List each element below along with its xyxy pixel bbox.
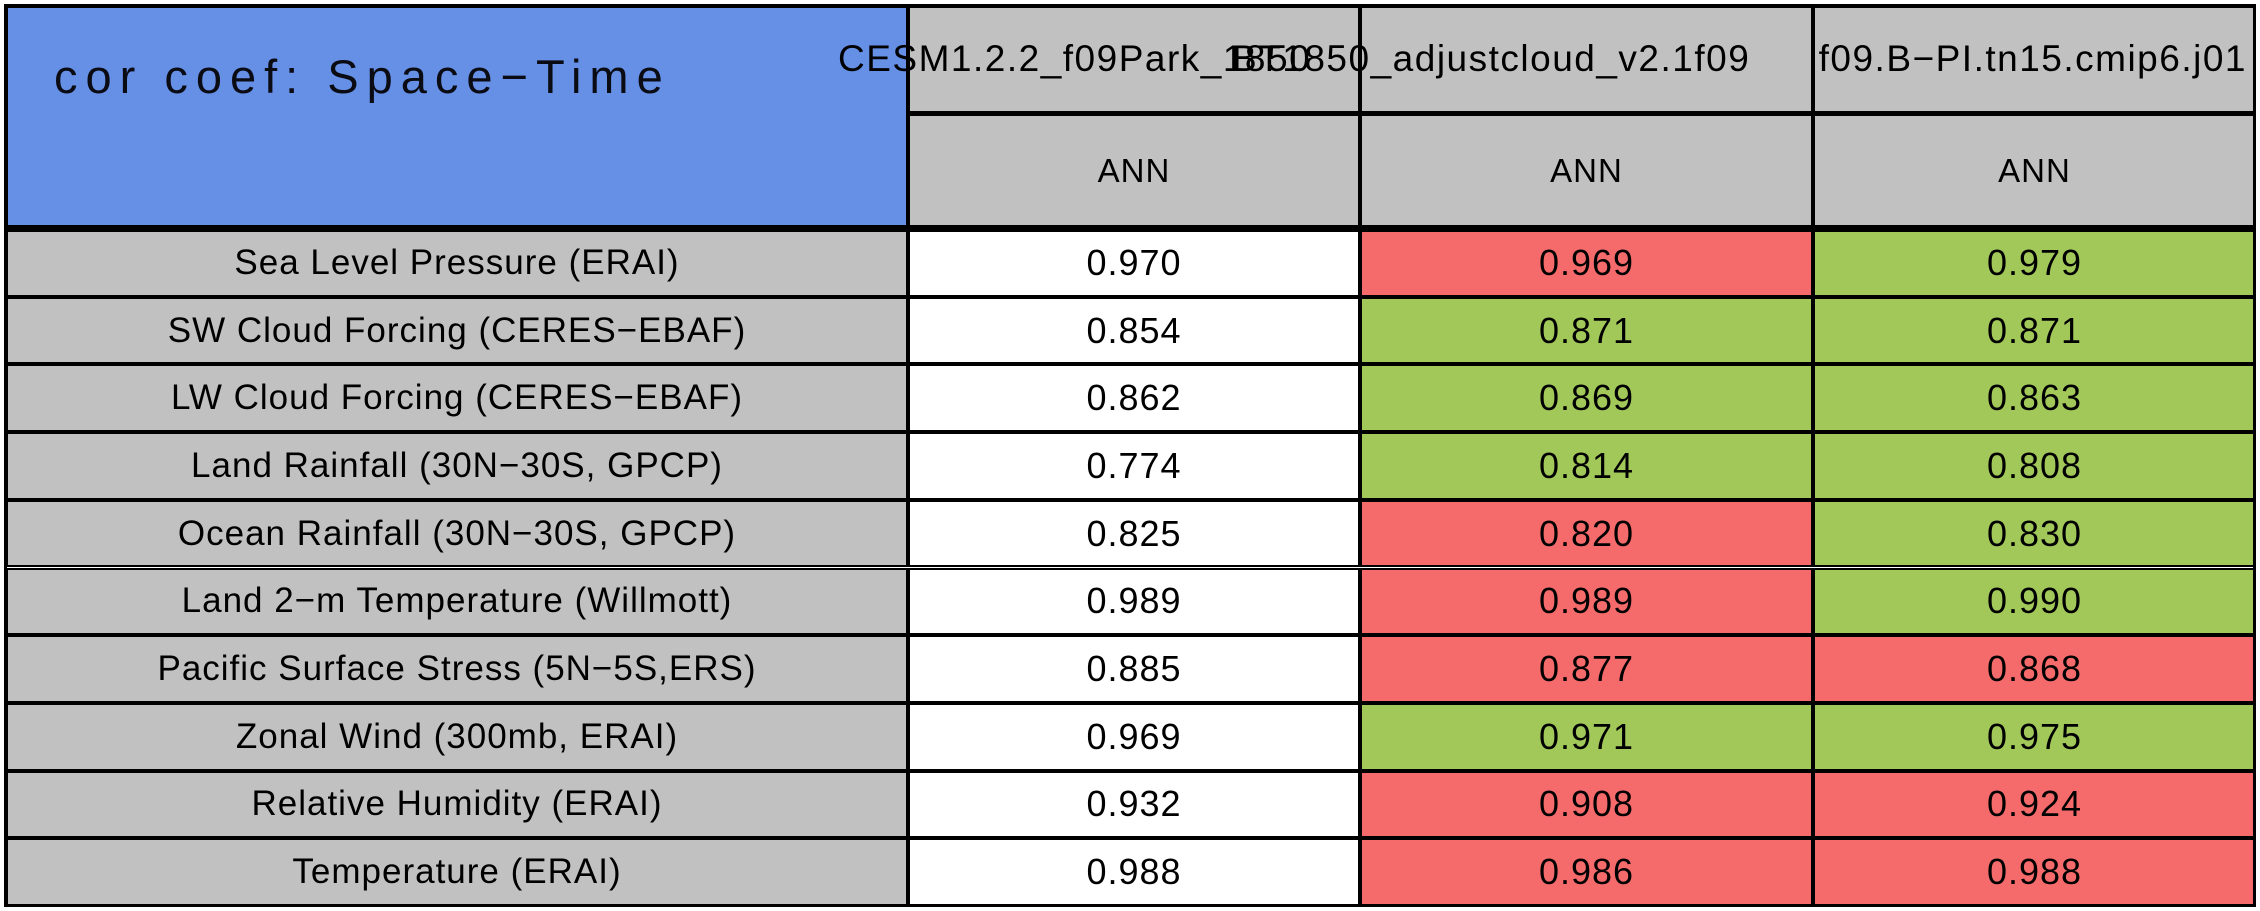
value-cell-text: 0.971	[1538, 715, 1635, 757]
value-cell: 0.979	[1813, 229, 2256, 297]
value-cell-text: 0.969	[1538, 241, 1635, 283]
value-cell: 0.885	[908, 635, 1360, 703]
value-cell-text: 0.877	[1538, 648, 1635, 690]
value-cell-text: 0.990	[1986, 580, 2083, 622]
value-cell: 0.932	[908, 770, 1360, 839]
row-label-cell: SW Cloud Forcing (CERES−EBAF)	[6, 296, 908, 365]
value-cell: 0.975	[1813, 702, 2256, 771]
season-cell-2: ANN	[1360, 113, 1813, 229]
value-cell-text: 0.814	[1538, 444, 1635, 486]
value-cell-text: 0.830	[1986, 512, 2083, 554]
value-cell: 0.970	[908, 229, 1360, 297]
row-label-cell: Temperature (ERAI)	[6, 838, 908, 906]
value-cell-text: 0.969	[1086, 715, 1182, 757]
season-cell-2-text: ANN	[1550, 152, 1623, 189]
case-header-cell-1	[908, 6, 1360, 113]
value-cell-text: 0.924	[1986, 783, 2083, 825]
row-label-cell-text: LW Cloud Forcing (CERES−EBAF)	[171, 378, 743, 418]
value-cell-text: 0.986	[1538, 851, 1635, 893]
value-cell: 0.869	[1360, 364, 1813, 433]
row-label-cell: Ocean Rainfall (30N−30S, GPCP)	[6, 499, 908, 568]
row-label-cell-text: Zonal Wind (300mb, ERAI)	[235, 716, 679, 756]
header-divider-bar	[908, 111, 2256, 116]
value-cell: 0.969	[908, 702, 1360, 771]
row-label-cell-text: Pacific Surface Stress (5N−5S,ERS)	[157, 649, 757, 689]
page-title: cor coef: Space−Time	[54, 50, 671, 103]
row-label-cell: Sea Level Pressure (ERAI)	[6, 229, 908, 297]
value-cell: 0.863	[1813, 364, 2256, 433]
value-cell: 0.808	[1813, 432, 2256, 500]
value-cell: 0.820	[1360, 499, 1813, 568]
value-cell: 0.971	[1360, 702, 1813, 771]
title-cell: cor coef: Space−Time	[6, 6, 908, 229]
value-cell: 0.988	[1813, 838, 2256, 906]
season-cell-1-text: ANN	[1097, 152, 1171, 189]
row-label-cell: Land 2−m Temperature (Willmott)	[6, 567, 908, 636]
value-cell-text: 0.808	[1986, 444, 2083, 486]
season-cell-1: ANN	[908, 113, 1360, 229]
value-cell-text: 0.932	[1086, 783, 1182, 825]
value-cell-text: 0.908	[1538, 783, 1635, 825]
value-cell-text: 0.871	[1538, 309, 1635, 351]
value-cell: 0.989	[1360, 567, 1813, 636]
row-label-cell-text: Relative Humidity (ERAI)	[251, 784, 663, 824]
value-cell-text: 0.820	[1538, 512, 1635, 554]
row-label-cell: Relative Humidity (ERAI)	[6, 770, 908, 839]
season-cell-3: ANN	[1813, 113, 2256, 229]
row-label-cell-text: Ocean Rainfall (30N−30S, GPCP)	[177, 513, 737, 553]
row-label-cell: Pacific Surface Stress (5N−5S,ERS)	[6, 635, 908, 703]
value-cell-text: 0.975	[1986, 715, 2083, 757]
value-cell: 0.986	[1360, 838, 1813, 906]
row-label-cell: Land Rainfall (30N−30S, GPCP)	[6, 432, 908, 500]
row-label-cell: Zonal Wind (300mb, ERAI)	[6, 702, 908, 771]
value-cell: 0.877	[1360, 635, 1813, 703]
case-header-cell-3	[1813, 6, 2256, 113]
value-cell-text: 0.854	[1086, 309, 1182, 351]
case-name-1: CESM1.2.2_f09Park_1850	[838, 38, 1312, 79]
value-cell-text: 0.774	[1086, 444, 1182, 486]
value-cell-text: 0.988	[1986, 851, 2083, 893]
value-cell: 0.990	[1813, 567, 2256, 636]
value-cell-text: 0.979	[1986, 241, 2083, 283]
case-name-2: BT1850_adjustcloud_v2.1f09	[1232, 38, 1751, 79]
row-label-cell-text: Land 2−m Temperature (Willmott)	[181, 581, 733, 621]
value-cell: 0.825	[908, 499, 1360, 568]
value-cell: 0.871	[1360, 296, 1813, 365]
value-cell-text: 0.868	[1986, 648, 2083, 690]
value-cell-text: 0.825	[1086, 512, 1182, 554]
row-label-cell: LW Cloud Forcing (CERES−EBAF)	[6, 364, 908, 433]
value-cell: 0.854	[908, 296, 1360, 365]
value-cell: 0.988	[908, 838, 1360, 906]
value-cell: 0.774	[908, 432, 1360, 500]
case-header-cell-2	[1360, 6, 1813, 113]
value-cell-text: 0.989	[1538, 580, 1635, 622]
value-cell-text: 0.869	[1538, 377, 1635, 419]
value-cell: 0.908	[1360, 770, 1813, 839]
value-cell: 0.868	[1813, 635, 2256, 703]
value-cell: 0.871	[1813, 296, 2256, 365]
value-cell-text: 0.871	[1986, 309, 2083, 351]
value-cell: 0.969	[1360, 229, 1813, 297]
row-label-cell-text: Land Rainfall (30N−30S, GPCP)	[191, 445, 723, 485]
value-cell: 0.989	[908, 567, 1360, 636]
value-cell-text: 0.970	[1086, 241, 1182, 283]
value-cell-text: 0.863	[1986, 377, 2083, 419]
value-cell: 0.830	[1813, 499, 2256, 568]
value-cell-text: 0.885	[1086, 648, 1182, 690]
season-cell-3-text: ANN	[1998, 152, 2071, 189]
value-cell: 0.814	[1360, 432, 1813, 500]
value-cell-text: 0.989	[1086, 580, 1182, 622]
row-label-cell-text: Sea Level Pressure (ERAI)	[234, 242, 680, 282]
row-label-cell-text: SW Cloud Forcing (CERES−EBAF)	[167, 310, 747, 350]
header-bottom-bar	[6, 225, 2256, 232]
value-cell: 0.862	[908, 364, 1360, 433]
case-name-3: f09.B−PI.tn15.cmip6.j01	[1818, 38, 2247, 79]
value-cell-text: 0.988	[1086, 851, 1182, 893]
value-cell-text: 0.862	[1086, 377, 1182, 419]
row-label-cell-text: Temperature (ERAI)	[292, 852, 622, 892]
value-cell: 0.924	[1813, 770, 2256, 839]
